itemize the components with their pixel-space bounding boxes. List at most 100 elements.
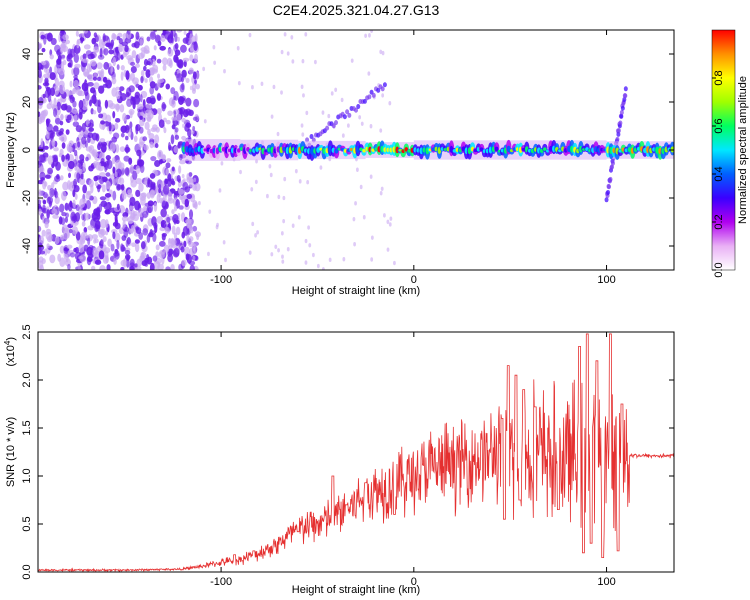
branch-mark	[342, 114, 347, 120]
noise-speck	[67, 114, 72, 121]
faint-speck	[266, 193, 269, 199]
faint-speck	[248, 32, 252, 38]
snr-x-tick-label: 0	[411, 576, 417, 588]
branch-mark	[619, 110, 624, 116]
noise-speck	[99, 265, 106, 270]
faint-speck	[218, 188, 222, 193]
noise-speck	[176, 73, 183, 83]
noise-speck	[38, 85, 42, 90]
noise-speck	[53, 108, 58, 118]
colorbar: 0.0 0.2 0.4 0.6 0.8 Normalized spectral ampl…	[711, 29, 749, 278]
faint-speck	[304, 32, 308, 37]
noise-speck	[166, 216, 171, 223]
noise-speck	[143, 144, 149, 151]
snr-y-tick-label: 2.0	[21, 372, 33, 387]
noise-speck	[180, 246, 185, 253]
noise-speck	[144, 121, 150, 130]
noise-speck	[101, 184, 106, 193]
noise-speck	[91, 132, 98, 141]
noise-speck	[108, 42, 114, 49]
noise-speck	[69, 59, 73, 68]
branch-mark	[345, 109, 350, 115]
noise-speck	[74, 149, 78, 157]
noise-speck	[48, 200, 52, 208]
noise-speck	[105, 180, 111, 190]
noise-speck	[54, 117, 61, 125]
noise-speck	[177, 181, 182, 188]
noise-speck	[93, 72, 98, 78]
noise-speck	[132, 77, 139, 85]
noise-speck	[182, 181, 189, 191]
noise-speck	[95, 207, 101, 217]
noise-speck	[81, 221, 86, 227]
noise-speck	[87, 132, 94, 139]
noise-speck	[146, 96, 152, 104]
noise-speck	[78, 161, 84, 170]
noise-speck	[43, 73, 50, 79]
colorbar-tick-label: 0.4	[713, 166, 725, 181]
snr-y-label: SNR (10 * v/v)	[5, 417, 17, 487]
noise-speck	[79, 254, 87, 263]
faint-speck	[358, 115, 362, 120]
noise-speck	[143, 65, 147, 72]
noise-speck	[59, 120, 64, 126]
noise-speck	[124, 254, 131, 261]
branch-mark	[367, 94, 372, 100]
ridge-core	[670, 146, 674, 153]
faint-speck	[236, 46, 240, 51]
noise-speck	[92, 247, 98, 257]
noise-speck	[111, 229, 118, 234]
noise-speck	[136, 103, 144, 110]
noise-speck	[147, 109, 154, 120]
noise-speck	[174, 32, 178, 43]
noise-speck	[99, 196, 107, 201]
noise-speck	[42, 93, 46, 99]
noise-speck	[112, 178, 116, 186]
faint-speck	[215, 224, 219, 230]
faint-speck	[254, 179, 258, 185]
faint-speck	[290, 35, 294, 40]
noise-speck	[192, 225, 198, 232]
noise-speck	[51, 208, 58, 215]
noise-speck	[182, 57, 190, 62]
noise-speck	[45, 174, 51, 179]
noise-speck	[99, 239, 104, 249]
noise-speck	[120, 132, 125, 138]
noise-speck	[38, 189, 42, 197]
noise-speck	[165, 266, 171, 270]
noise-speck	[73, 159, 78, 167]
spectrogram-x-tick-label: -100	[210, 274, 232, 286]
noise-speck	[158, 251, 165, 259]
noise-speck	[162, 57, 168, 66]
noise-speck	[41, 258, 46, 264]
noise-speck	[185, 122, 192, 128]
noise-speck	[93, 32, 98, 38]
noise-speck	[87, 81, 94, 87]
noise-speck	[140, 241, 146, 250]
noise-speck	[78, 177, 86, 185]
noise-speck	[185, 97, 192, 107]
noise-speck	[110, 243, 115, 252]
faint-speck	[297, 215, 301, 220]
noise-speck	[86, 255, 92, 266]
faint-speck	[330, 91, 334, 96]
noise-speck	[170, 134, 175, 145]
spectrogram-x-tick-label: 100	[597, 274, 615, 286]
faint-speck	[370, 30, 373, 33]
noise-speck	[62, 34, 69, 41]
noise-speck	[74, 193, 78, 200]
noise-speck	[157, 40, 162, 47]
noise-speck	[96, 62, 103, 70]
noise-speck	[40, 64, 44, 70]
noise-speck	[100, 143, 107, 153]
noise-speck	[67, 202, 73, 212]
noise-speck	[71, 96, 76, 102]
noise-speck	[82, 53, 87, 60]
faint-speck	[306, 179, 310, 185]
noise-speck	[111, 157, 116, 165]
faint-speck	[222, 240, 226, 245]
noise-speck	[140, 195, 146, 206]
noise-speck	[46, 123, 53, 133]
noise-speck	[170, 264, 175, 270]
